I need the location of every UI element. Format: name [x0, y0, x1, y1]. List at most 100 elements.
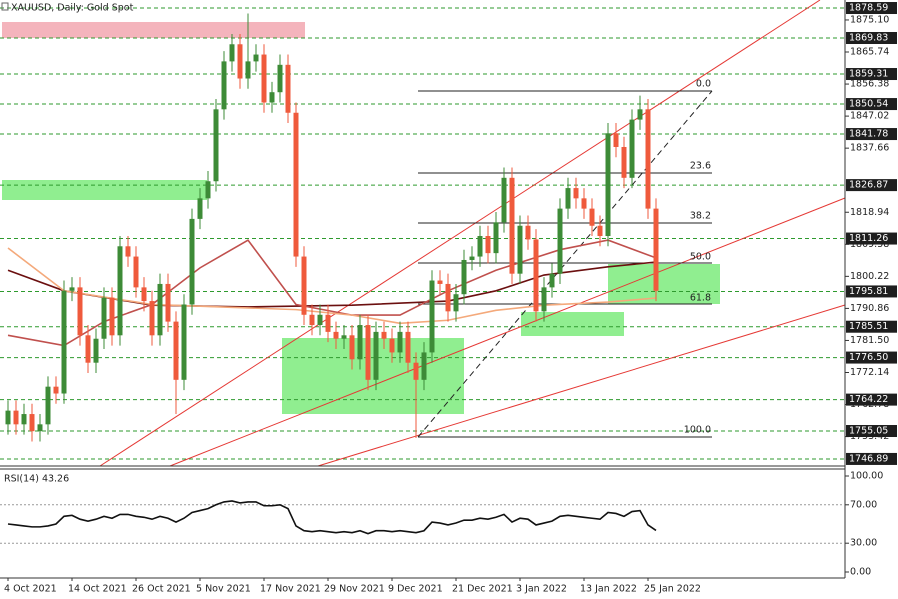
- level-box: [846, 68, 897, 81]
- candle-body: [269, 92, 275, 103]
- trendline: [169, 197, 846, 467]
- fib-diagonal: [417, 90, 713, 438]
- candle-body: [277, 64, 283, 93]
- level-label: 1795.81: [849, 286, 888, 297]
- x-tick-label: 25 Jan 2022: [644, 584, 701, 595]
- candle-body: [61, 290, 67, 394]
- x-tick-label: 13 Jan 2022: [580, 584, 637, 595]
- candle-body: [261, 54, 267, 103]
- level-box: [846, 98, 897, 111]
- candle-body: [237, 44, 243, 79]
- zone: [282, 338, 464, 414]
- candle-body: [373, 331, 379, 380]
- candle-body: [453, 294, 459, 312]
- zone: [608, 264, 720, 304]
- candle-body: [573, 188, 579, 199]
- candle-body: [389, 338, 395, 353]
- candle-body: [197, 198, 203, 219]
- candle-body: [253, 54, 259, 62]
- candle-body: [349, 335, 355, 360]
- candle-body: [133, 256, 139, 288]
- level-label: 1755.05: [849, 426, 888, 437]
- y-tick-label: 1865.74: [850, 47, 889, 58]
- candle-body: [125, 246, 131, 257]
- candle-body: [429, 280, 435, 353]
- y-tick-label: 1781.50: [850, 335, 889, 346]
- rsi-tick-label: 100.00: [850, 471, 883, 482]
- x-tick-label: 29 Nov 2021: [324, 584, 385, 595]
- level-label: 1811.26: [849, 233, 888, 244]
- candle-body: [613, 133, 619, 147]
- candle-body: [5, 410, 11, 425]
- rsi-line: [7, 500, 657, 535]
- level-label: 1776.50: [849, 352, 888, 363]
- zone: [2, 180, 207, 200]
- candle-body: [309, 314, 315, 326]
- y-tick-label: 1790.86: [850, 303, 889, 314]
- level-box: [846, 2, 897, 15]
- trendline: [317, 304, 846, 467]
- level-label: 1859.31: [849, 69, 888, 80]
- candle-body: [213, 109, 219, 182]
- level-label: 1785.51: [849, 321, 888, 332]
- candle-body: [581, 198, 587, 209]
- level-box: [846, 285, 897, 298]
- y-tick-label: 1847.02: [850, 111, 889, 122]
- candle-body: [333, 331, 339, 339]
- level-label: 1850.54: [849, 99, 888, 110]
- level-box: [846, 452, 897, 465]
- candle-body: [29, 414, 35, 432]
- candle-body: [397, 331, 403, 353]
- candle-body: [405, 331, 411, 363]
- candle-body: [85, 335, 91, 363]
- level-label: 1878.59: [849, 3, 888, 14]
- candle-body: [605, 133, 611, 237]
- candle-body: [221, 61, 227, 110]
- candle-body: [461, 259, 467, 295]
- x-tick-label: 9 Dec 2021: [388, 584, 443, 595]
- candle-body: [189, 218, 195, 305]
- candle-body: [469, 256, 475, 260]
- candle-body: [245, 61, 251, 79]
- candle-body: [93, 338, 99, 363]
- x-tick-label: 3 Jan 2022: [516, 584, 567, 595]
- candle-body: [53, 386, 59, 394]
- level-label: 1826.87: [849, 180, 888, 191]
- x-tick-label: 4 Oct 2021: [4, 584, 57, 595]
- candle-body: [37, 424, 43, 432]
- level-box: [846, 320, 897, 333]
- candle-body: [109, 297, 115, 336]
- zone: [2, 22, 305, 38]
- candle-body: [157, 283, 163, 336]
- candle-body: [357, 325, 363, 360]
- candle-body: [589, 208, 595, 226]
- y-tick-label: 1837.66: [850, 143, 889, 154]
- candle-body: [565, 188, 571, 209]
- candle-body: [181, 304, 187, 380]
- candle-body: [165, 283, 171, 322]
- candle-body: [445, 283, 451, 312]
- candle-body: [533, 239, 539, 312]
- candle-body: [645, 109, 651, 209]
- trendline: [99, 0, 821, 467]
- rsi-label: RSI(14) 43.26: [4, 474, 69, 485]
- candle-body: [101, 297, 107, 339]
- candle-body: [317, 314, 323, 326]
- candle-body: [45, 386, 51, 425]
- level-box: [846, 179, 897, 192]
- candle-body: [629, 119, 635, 178]
- candle-body: [13, 410, 19, 425]
- candle-body: [77, 287, 83, 336]
- x-tick-label: 14 Oct 2021: [68, 584, 127, 595]
- chart-title: XAUUSD, Daily: Gold Spot: [11, 3, 134, 14]
- zone: [521, 312, 624, 336]
- candle-body: [365, 325, 371, 380]
- level-label: 1746.89: [849, 453, 888, 464]
- level-label: 1764.22: [849, 394, 888, 405]
- candle-body: [141, 287, 147, 302]
- candle-body: [69, 287, 75, 291]
- x-tick-label: 17 Nov 2021: [260, 584, 321, 595]
- level-box: [846, 351, 897, 364]
- candle-body: [557, 208, 563, 274]
